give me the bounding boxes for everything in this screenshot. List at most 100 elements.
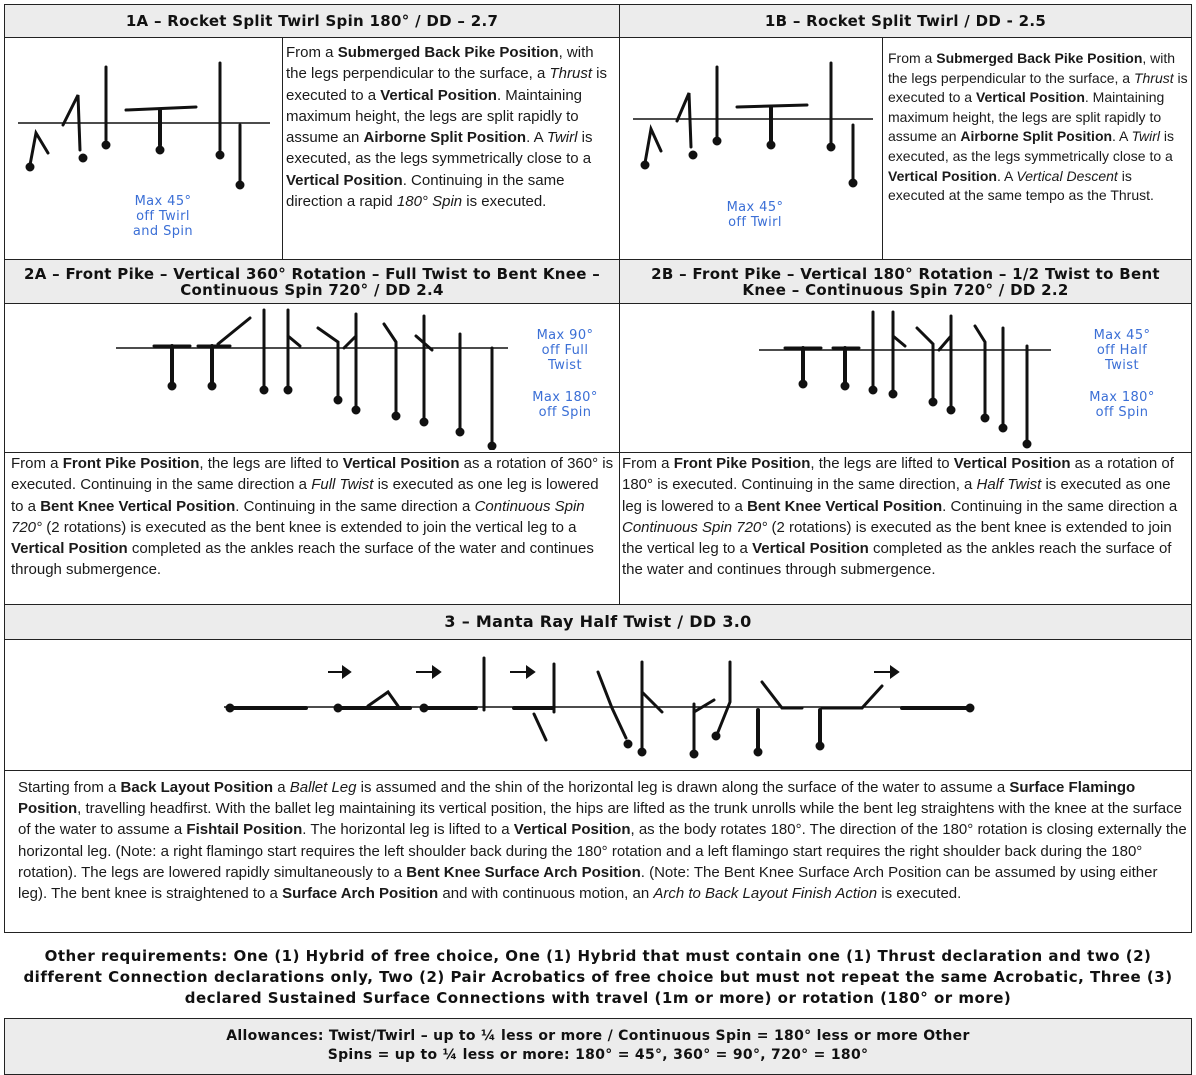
text-run: is executed as one leg is lowered to a — [622, 476, 1171, 515]
note-2a-spin: Max 180° off Spin — [532, 390, 598, 420]
text-run: and with continuous motion, an — [438, 885, 654, 903]
term-bold: Vertical Position — [752, 540, 869, 558]
term-italic: Ballet Leg — [289, 779, 357, 796]
text-run: (2 rotations) is executed as the bent kn… — [622, 518, 1172, 558]
note-1b: Max 45° off Twirl — [726, 200, 784, 230]
text-run: . The horizontal leg is lifted to a — [302, 821, 514, 839]
term-bold: Vertical Position — [380, 86, 497, 104]
term-bold: Vertical Position — [513, 821, 631, 839]
term-bold: Bent Knee Surface Arch Position — [406, 863, 641, 881]
term-bold: Bent Knee Vertical Position — [40, 497, 236, 515]
term-bold: Bent Knee Vertical Position — [747, 497, 943, 515]
term-italic: Continuous Spin 720° — [11, 497, 585, 536]
term-italic: Arch to Back Layout Finish Action — [653, 885, 878, 903]
allowances-line-2: Spins = up to ¼ less or more: 180° = 45°… — [327, 1047, 869, 1063]
text-run: completed as the ankles reach the surfac… — [622, 540, 1172, 579]
text-run: (2 rotations) is executed as the bent kn… — [42, 518, 577, 536]
text-run: , the legs are lifted to — [810, 455, 954, 472]
term-bold: Fishtail Position — [186, 821, 303, 839]
text-run: . A — [526, 129, 547, 147]
term-bold: Back Layout Position — [120, 779, 274, 796]
swimmer-figure-icon — [25, 61, 245, 190]
term-italic: Thrust — [549, 65, 593, 83]
term-bold: Vertical Position — [975, 89, 1085, 106]
term-italic: 180° Spin — [396, 193, 463, 211]
swimmer-figure-icon — [152, 308, 497, 450]
term-italic: Vertical Descent — [1016, 167, 1118, 184]
term-bold: Airborne Split Position — [960, 128, 1113, 145]
term-italic: Thrust — [1133, 69, 1174, 86]
text-run: as a rotation of 180° is executed. Conti… — [622, 455, 1174, 494]
term-bold: Surface Arch Position — [282, 885, 439, 903]
description-1a: From a Submerged Back Pike Position, wit… — [286, 42, 616, 212]
text-run: . (Note: The Bent Knee Surface Arch Posi… — [18, 863, 1158, 903]
term-italic: Continuous Spin 720° — [622, 518, 768, 536]
section-3-title: 3 – Manta Ray Half Twist / DD 3.0 — [4, 604, 1192, 640]
term-bold: Vertical Position — [888, 167, 997, 184]
section-2a-title: 2A – Front Pike – Vertical 360° Rotation… — [4, 259, 620, 304]
section-1a-divider — [282, 37, 283, 260]
text-run: From a — [11, 455, 63, 472]
text-run: . Continuing in the same direction a — [235, 497, 475, 515]
term-bold: Submerged Back Pike Position — [337, 44, 559, 61]
allowances-line-1: Allowances: Twist/Twirl – up to ¼ less o… — [226, 1028, 970, 1044]
section-1b-title: 1B – Rocket Split Twirl / DD - 2.5 — [619, 4, 1192, 38]
figure-1a — [18, 61, 270, 190]
term-bold: Front Pike Position — [62, 455, 200, 472]
figure-1b — [633, 61, 873, 188]
text-run: is executed as one leg is lowered to a — [11, 476, 599, 515]
text-run: From a — [622, 455, 674, 472]
text-run: . Maintaining maximum height, the legs a… — [888, 89, 1165, 145]
text-run: . A — [996, 167, 1017, 184]
text-run: as a rotation of 360° is executed. Conti… — [11, 455, 614, 494]
note-2b-twist: Max 45° off Half Twist — [1093, 328, 1151, 373]
swimmer-figure-icon — [225, 656, 975, 759]
term-bold: Front Pike Position — [673, 455, 811, 472]
text-run: is executed, as the legs symmetrically c… — [286, 129, 593, 168]
text-run: . Continuing in the same direction a — [942, 497, 1178, 515]
direction-arrow-icon — [328, 665, 900, 679]
term-italic: Twirl — [1131, 128, 1161, 145]
description-1b: From a Submerged Back Pike Position, wit… — [888, 49, 1190, 206]
text-run: is executed to a — [888, 69, 1188, 106]
text-run: , travelling headfirst. With the ballet … — [18, 800, 1182, 839]
swimmer-figure-icon — [783, 310, 1032, 449]
text-run: is executed. — [462, 193, 547, 211]
text-run: From a — [888, 50, 937, 66]
text-run: From a — [286, 44, 338, 61]
text-run: is executed. — [877, 885, 962, 903]
text-run: a — [273, 779, 290, 796]
text-run: is executed, as the legs symmetrically c… — [888, 128, 1175, 164]
section-2b-title: 2B – Front Pike – Vertical 180° Rotation… — [619, 259, 1192, 304]
figure-2b — [759, 310, 1051, 449]
allowances-box: Allowances: Twist/Twirl – up to ¼ less o… — [4, 1018, 1192, 1075]
term-bold: Vertical Position — [11, 540, 128, 558]
text-run: Starting from a — [18, 779, 121, 796]
section-3-text-box — [4, 770, 1192, 933]
other-requirements: Other requirements: One (1) Hybrid of fr… — [23, 947, 1173, 1007]
swimmer-figure-icon — [640, 61, 858, 188]
text-run: . Continuing in the same direction a rap… — [286, 171, 565, 211]
text-run: , with the legs perpendicular to the sur… — [888, 50, 1176, 86]
section-1b-divider — [882, 37, 883, 260]
note-2a-twist: Max 90° off Full Twist — [536, 328, 594, 373]
term-italic: Full Twist — [311, 476, 374, 494]
text-run: is executed to a — [286, 65, 608, 104]
note-2b-spin: Max 180° off Spin — [1089, 390, 1155, 420]
text-run: , with the legs perpendicular to the sur… — [286, 44, 594, 83]
term-bold: Vertical Position — [342, 455, 460, 472]
text-run: is assumed and the shin of the horizonta… — [356, 779, 1010, 796]
section-1a-title: 1A – Rocket Split Twirl Spin 180° / DD –… — [4, 4, 620, 38]
term-italic: Twirl — [546, 129, 578, 147]
description-3: Starting from a Back Layout Position a B… — [18, 777, 1190, 904]
term-bold: Vertical Position — [286, 171, 403, 189]
term-bold: Airborne Split Position — [363, 129, 527, 147]
term-bold: Vertical Position — [953, 455, 1071, 472]
text-run: . Maintaining maximum height, the legs a… — [286, 86, 583, 147]
text-run: , the legs are lifted to — [199, 455, 343, 472]
term-bold: Surface Flamingo Position — [18, 779, 1136, 818]
figure-3 — [224, 656, 975, 759]
term-italic: Half Twist — [976, 476, 1042, 494]
text-run: is executed at the same tempo as the Thr… — [888, 167, 1154, 204]
text-run: completed as the ankles reach the surfac… — [11, 540, 594, 579]
